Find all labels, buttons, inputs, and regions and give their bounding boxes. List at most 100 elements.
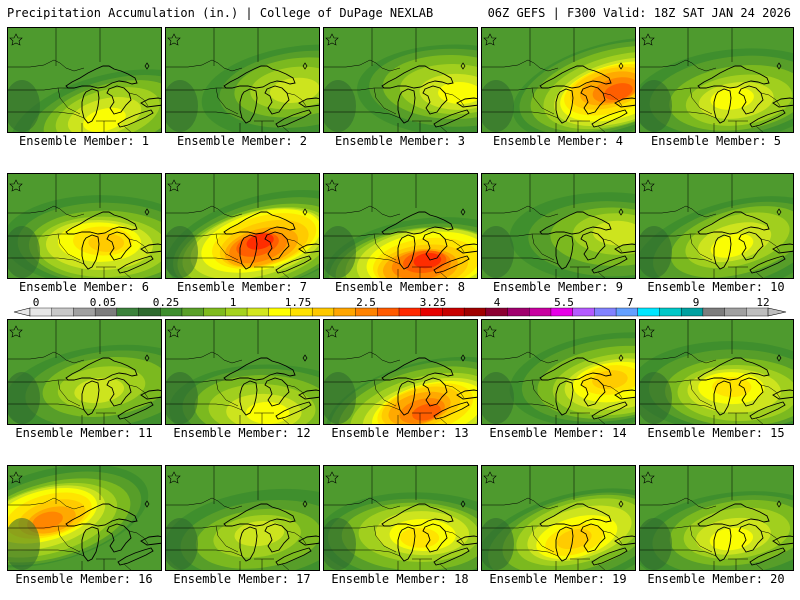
lake-outline [264, 377, 290, 407]
city-star-icon [483, 471, 497, 484]
colorbar-swatch [615, 307, 639, 317]
state-border [444, 530, 465, 545]
state-border [602, 530, 623, 545]
lake-outline [738, 85, 764, 115]
state-border [597, 563, 606, 570]
light-precip-area [324, 518, 356, 570]
colorbar-min-arrow [13, 307, 31, 317]
state-border [281, 125, 290, 132]
lake-outline [456, 389, 477, 400]
light-precip-area [166, 372, 198, 424]
lake-outline [614, 243, 635, 254]
lake-outline [65, 357, 138, 381]
state-border [439, 125, 448, 132]
colorbar-swatch [246, 307, 270, 317]
precip-contour [604, 83, 633, 101]
colorbar-swatch [702, 307, 726, 317]
state-border [531, 233, 555, 261]
lake-outline [381, 65, 454, 89]
state-border [531, 87, 555, 115]
colorbar-swatch [680, 307, 704, 317]
state-border [324, 87, 386, 91]
lake-outline [539, 211, 612, 235]
lake-outline [298, 535, 319, 546]
lake-outline [223, 357, 296, 381]
colorbar-swatch [442, 307, 465, 317]
station-marker-icon [776, 354, 782, 362]
lake-outline [539, 65, 612, 89]
colorbar-swatch [420, 307, 443, 317]
member-label: Ensemble Member: 15 [647, 426, 785, 440]
member-label: Ensemble Member: 11 [15, 426, 153, 440]
state-border [286, 384, 307, 399]
state-border [8, 233, 70, 237]
lake-outline [749, 401, 786, 420]
city-star-icon [9, 471, 23, 484]
city-star-icon [641, 471, 655, 484]
state-border [482, 233, 544, 237]
lake-outline [433, 401, 470, 420]
lake-outline [81, 234, 100, 270]
lake-outline [555, 88, 574, 124]
state-border [482, 379, 544, 383]
city-star-icon [483, 33, 497, 46]
state-border [286, 530, 307, 545]
member-label: Ensemble Member: 7 [176, 280, 308, 294]
station-marker-icon [618, 354, 624, 362]
member-label: Ensemble Member: 2 [176, 134, 308, 148]
member-map-panel [639, 465, 794, 571]
colorbar-swatch [485, 307, 509, 317]
station-marker-icon [144, 208, 150, 216]
station-marker-icon [302, 354, 308, 362]
member-map-panel [165, 27, 320, 133]
colorbar-swatch [29, 307, 53, 317]
state-border [324, 379, 386, 383]
colorbar-swatch [463, 307, 487, 317]
colorbar-swatch [333, 307, 357, 317]
lake-outline [397, 380, 416, 416]
state-border [597, 417, 606, 424]
state-border [166, 351, 243, 364]
state-border [482, 351, 559, 364]
colorbar-swatch [659, 307, 682, 317]
state-border [324, 497, 401, 510]
station-marker-icon [144, 62, 150, 70]
light-precip-area [8, 226, 40, 278]
colorbar-swatch [290, 307, 313, 317]
state-border [640, 351, 717, 364]
state-border [689, 87, 713, 115]
lake-outline [456, 243, 477, 254]
lake-outline [298, 243, 319, 254]
map-title: Precipitation Accumulation (in.) | Colle… [7, 6, 434, 20]
colorbar-swatch [550, 307, 574, 317]
lake-outline [117, 547, 154, 566]
lake-outline [397, 88, 416, 124]
state-border [482, 497, 559, 510]
precip-contour [32, 511, 63, 530]
state-border [324, 549, 401, 557]
station-marker-icon [460, 354, 466, 362]
lake-outline [106, 85, 132, 115]
light-precip-area [166, 226, 198, 278]
colorbar-swatch [138, 307, 161, 317]
state-border [8, 497, 85, 510]
colorbar-swatch [637, 307, 660, 317]
member-map-panel [639, 27, 794, 133]
colorbar-tick-label: 5.5 [554, 296, 574, 309]
state-border [8, 59, 85, 72]
lake-outline [275, 109, 312, 128]
state-border [166, 549, 243, 557]
lake-outline [456, 97, 477, 108]
lake-outline [713, 380, 732, 416]
colorbar-swatch [268, 307, 291, 317]
colorbar-tick-label: 1.75 [285, 296, 312, 309]
lake-outline [749, 109, 786, 128]
lake-outline [106, 523, 132, 553]
light-precip-area [324, 80, 356, 132]
lake-outline [772, 389, 793, 400]
lake-outline [713, 526, 732, 562]
colorbar-swatch [225, 307, 248, 317]
state-border [760, 238, 781, 253]
city-star-icon [167, 179, 181, 192]
city-star-icon [641, 179, 655, 192]
